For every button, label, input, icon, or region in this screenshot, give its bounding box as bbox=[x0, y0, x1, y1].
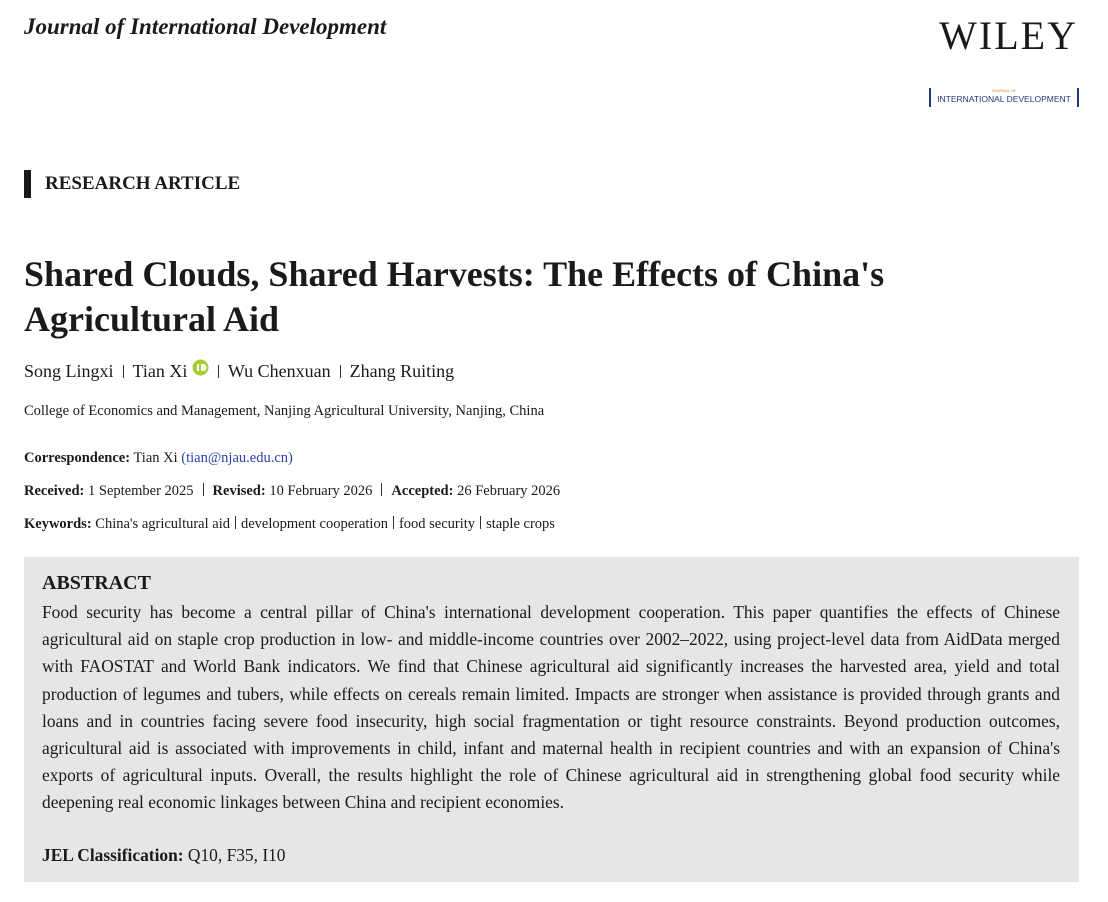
date-label: Revised: bbox=[212, 483, 266, 499]
affiliation: College of Economics and Management, Nan… bbox=[24, 403, 545, 419]
keyword: China's agricultural aid bbox=[95, 516, 230, 532]
jel-value: Q10, F35, I10 bbox=[187, 845, 286, 865]
separator bbox=[234, 516, 236, 529]
email-link[interactable]: (tian@njau.edu.cn) bbox=[181, 450, 293, 466]
author: Zhang Ruiting bbox=[349, 361, 455, 381]
keywords: Keywords: China's agricultural aid develo… bbox=[24, 516, 555, 533]
article-title: Shared Clouds, Shared Harvests: The Effe… bbox=[24, 254, 885, 339]
abstract-text: Food security has become a central pilla… bbox=[42, 602, 1060, 813]
separator bbox=[480, 516, 482, 529]
separator bbox=[339, 365, 341, 378]
section-label: RESEARCH ARTICLE bbox=[45, 173, 241, 194]
date-label: Received: bbox=[24, 483, 85, 499]
separator bbox=[381, 483, 383, 496]
abstract-box: ABSTRACT Food security has become a cent… bbox=[24, 557, 1079, 882]
separator bbox=[392, 516, 394, 529]
date-label: Accepted: bbox=[391, 483, 454, 499]
correspondence-label: Correspondence: bbox=[24, 450, 131, 466]
keywords-label: Keywords: bbox=[24, 516, 92, 532]
separator bbox=[122, 365, 124, 378]
correspondence-name: Tian Xi bbox=[133, 450, 178, 466]
orcid-icon[interactable] bbox=[192, 359, 209, 376]
correspondence: Correspondence: Tian Xi (tian@njau.edu.c… bbox=[24, 450, 293, 467]
author: Tian Xi bbox=[132, 361, 188, 381]
journal-logo: JOURNAL OF INTERNATIONAL DEVELOPMENT bbox=[929, 88, 1079, 107]
date-value: 26 February 2026 bbox=[457, 483, 561, 499]
date-value: 1 September 2025 bbox=[88, 483, 194, 499]
keyword: development cooperation bbox=[240, 516, 388, 532]
jel: JEL Classification: Q10, F35, I10 bbox=[42, 845, 286, 866]
abstract-heading: ABSTRACT bbox=[42, 572, 151, 594]
logo-main: INTERNATIONAL DEVELOPMENT bbox=[937, 94, 1071, 104]
authors: Song Lingxi Tian Xi Wu Chenxuan Zhang Ruit… bbox=[24, 359, 454, 382]
separator bbox=[202, 483, 204, 496]
author: Wu Chenxuan bbox=[227, 361, 331, 381]
dates: Received: 1 September 2025 Revised: 10 Fe… bbox=[24, 483, 560, 500]
separator bbox=[217, 365, 219, 378]
section-bar bbox=[24, 170, 31, 198]
publisher-logo: WILEY bbox=[939, 13, 1078, 58]
logo-top: JOURNAL OF bbox=[991, 88, 1017, 93]
jel-label: JEL Classification: bbox=[42, 845, 184, 865]
keyword: staple crops bbox=[486, 516, 555, 532]
keyword: food security bbox=[398, 516, 476, 532]
author: Song Lingxi bbox=[24, 361, 114, 381]
date-value: 10 February 2026 bbox=[269, 483, 373, 499]
journal-name: Journal of International Development bbox=[24, 14, 387, 39]
